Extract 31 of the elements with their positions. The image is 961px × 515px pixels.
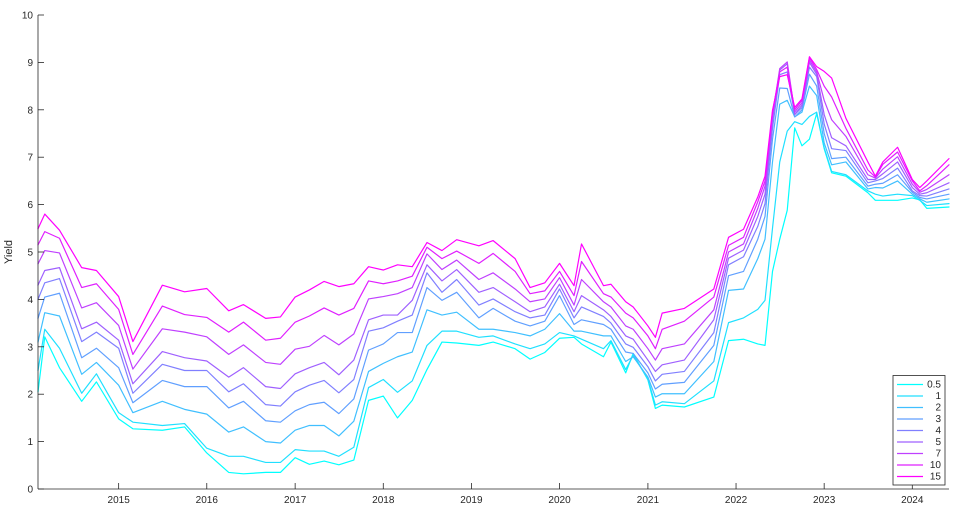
y-tick-label: 1: [27, 437, 34, 448]
legend-label: 2: [935, 402, 942, 414]
legend-label: 3: [935, 414, 942, 425]
legend-label: 15: [930, 472, 942, 482]
x-tick-label: 2021: [636, 495, 660, 506]
y-tick-label: 3: [27, 342, 34, 354]
y-tick-label: 6: [27, 200, 34, 212]
y-tick-label: 5: [27, 248, 34, 258]
legend-label: 4: [935, 426, 942, 436]
x-tick-label: 2018: [372, 495, 395, 506]
y-tick-label: 8: [27, 105, 34, 116]
x-tick-label: 2022: [724, 495, 748, 506]
y-tick-label: 9: [27, 58, 34, 69]
legend-label: 7: [935, 448, 942, 460]
legend-label: 10: [930, 460, 942, 471]
legend-label: 5: [935, 437, 942, 448]
legend-label: 0.5: [927, 380, 942, 390]
x-tick-label: 2024: [901, 495, 924, 506]
x-tick-label: 2015: [108, 495, 130, 506]
x-tick-label: 2016: [196, 495, 218, 506]
x-tick-label: 2020: [548, 495, 572, 506]
legend-label: 1: [935, 391, 942, 402]
y-axis-title: Yield: [3, 240, 15, 264]
y-tick-label: 4: [27, 294, 34, 306]
x-tick-label: 2023: [813, 495, 836, 506]
y-tick-label: 7: [27, 152, 34, 164]
x-tick-label: 2019: [460, 495, 483, 506]
x-tick-label: 2017: [284, 495, 307, 506]
y-tick-label: 2: [27, 390, 34, 401]
y-tick-label: 0: [27, 484, 34, 496]
y-tick-label: 10: [22, 10, 34, 22]
